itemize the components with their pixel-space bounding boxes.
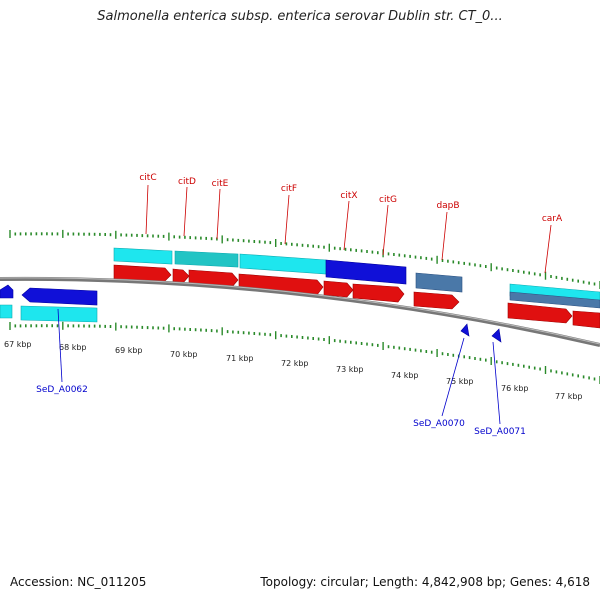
genome-backbone xyxy=(0,276,600,347)
ruler-label: 67 kbp xyxy=(4,340,32,349)
gene-bar-cyan-2[interactable] xyxy=(174,250,239,268)
gene-label-citX: citX xyxy=(340,191,357,201)
topology-summary: Topology: circular; Length: 4,842,908 bp… xyxy=(260,575,590,589)
ruler-label: 76 kbp xyxy=(501,384,529,393)
gene-label-carA: carA xyxy=(542,214,563,224)
ruler-label: 71 kbp xyxy=(226,354,254,363)
gene-arrow-red-7[interactable] xyxy=(413,291,460,310)
gene-bar-cyan-rev-2[interactable] xyxy=(20,305,98,323)
ruler-label: 72 kbp xyxy=(281,359,309,368)
gene-label-dapB: dapB xyxy=(436,201,459,211)
bottom-gene-labels: SeD_A0062 SeD_A0070 SeD_A0071 xyxy=(36,385,526,437)
bottom-gene-leaders xyxy=(57,308,501,425)
gene-arrow-red-6[interactable] xyxy=(352,283,405,303)
top-gene-labels: citC citD citE citF citX citG dapB carA xyxy=(139,173,563,224)
gene-label-citC: citC xyxy=(139,173,156,183)
gene-arrow-blue-rev-3[interactable] xyxy=(460,323,470,337)
gene-arrow-red-8[interactable] xyxy=(507,302,573,324)
gene-label-citD: citD xyxy=(178,177,196,187)
gene-bar-cyan-rev-1[interactable] xyxy=(0,304,13,319)
ruler-label: 70 kbp xyxy=(170,350,198,359)
gene-bar-cyan-3[interactable] xyxy=(239,253,327,275)
map-title: Salmonella enterica subsp. enterica sero… xyxy=(97,9,503,24)
gene-arrow-red-9[interactable] xyxy=(572,310,600,329)
gene-label-citG: citG xyxy=(379,195,397,205)
ruler-label: 74 kbp xyxy=(391,371,419,380)
gene-label-citE: citE xyxy=(212,179,229,189)
ruler-label: 73 kbp xyxy=(336,365,364,374)
ruler-label: 77 kbp xyxy=(555,392,583,401)
ruler-label: 68 kbp xyxy=(59,343,87,352)
ruler-labels: 67 kbp 68 kbp 69 kbp 70 kbp 71 kbp 72 kb… xyxy=(4,340,583,401)
gene-arrow-red-2[interactable] xyxy=(172,268,190,284)
gene-arrow-blue-rev-2[interactable] xyxy=(21,287,98,306)
gene-arrow-blue-rev-4[interactable] xyxy=(491,328,502,343)
ruler-label: 75 kbp xyxy=(446,377,474,386)
gene-bar-cyan-1[interactable] xyxy=(113,247,173,265)
top-gene-leaders xyxy=(145,184,552,274)
gene-arrow-red-3[interactable] xyxy=(188,269,239,288)
gene-arrow-red-1[interactable] xyxy=(113,264,172,283)
gene-arrow-red-5[interactable] xyxy=(323,280,354,298)
gene-bar-blue-1[interactable] xyxy=(325,259,407,285)
gene-bar-steel-2[interactable] xyxy=(509,291,600,309)
outer-tick-row xyxy=(9,229,600,289)
ruler-label: 69 kbp xyxy=(115,346,143,355)
gene-label-SeD_A0071: SeD_A0071 xyxy=(474,427,526,437)
accession-text: Accession: NC_011205 xyxy=(10,575,147,589)
gene-label-citF: citF xyxy=(281,184,297,194)
gene-arrow-blue-rev-1[interactable] xyxy=(0,284,14,299)
gene-bar-steel-1[interactable] xyxy=(415,272,463,293)
inner-tick-row xyxy=(9,321,600,384)
gene-label-SeD_A0070: SeD_A0070 xyxy=(413,419,465,429)
gene-label-SeD_A0062: SeD_A0062 xyxy=(36,385,88,395)
